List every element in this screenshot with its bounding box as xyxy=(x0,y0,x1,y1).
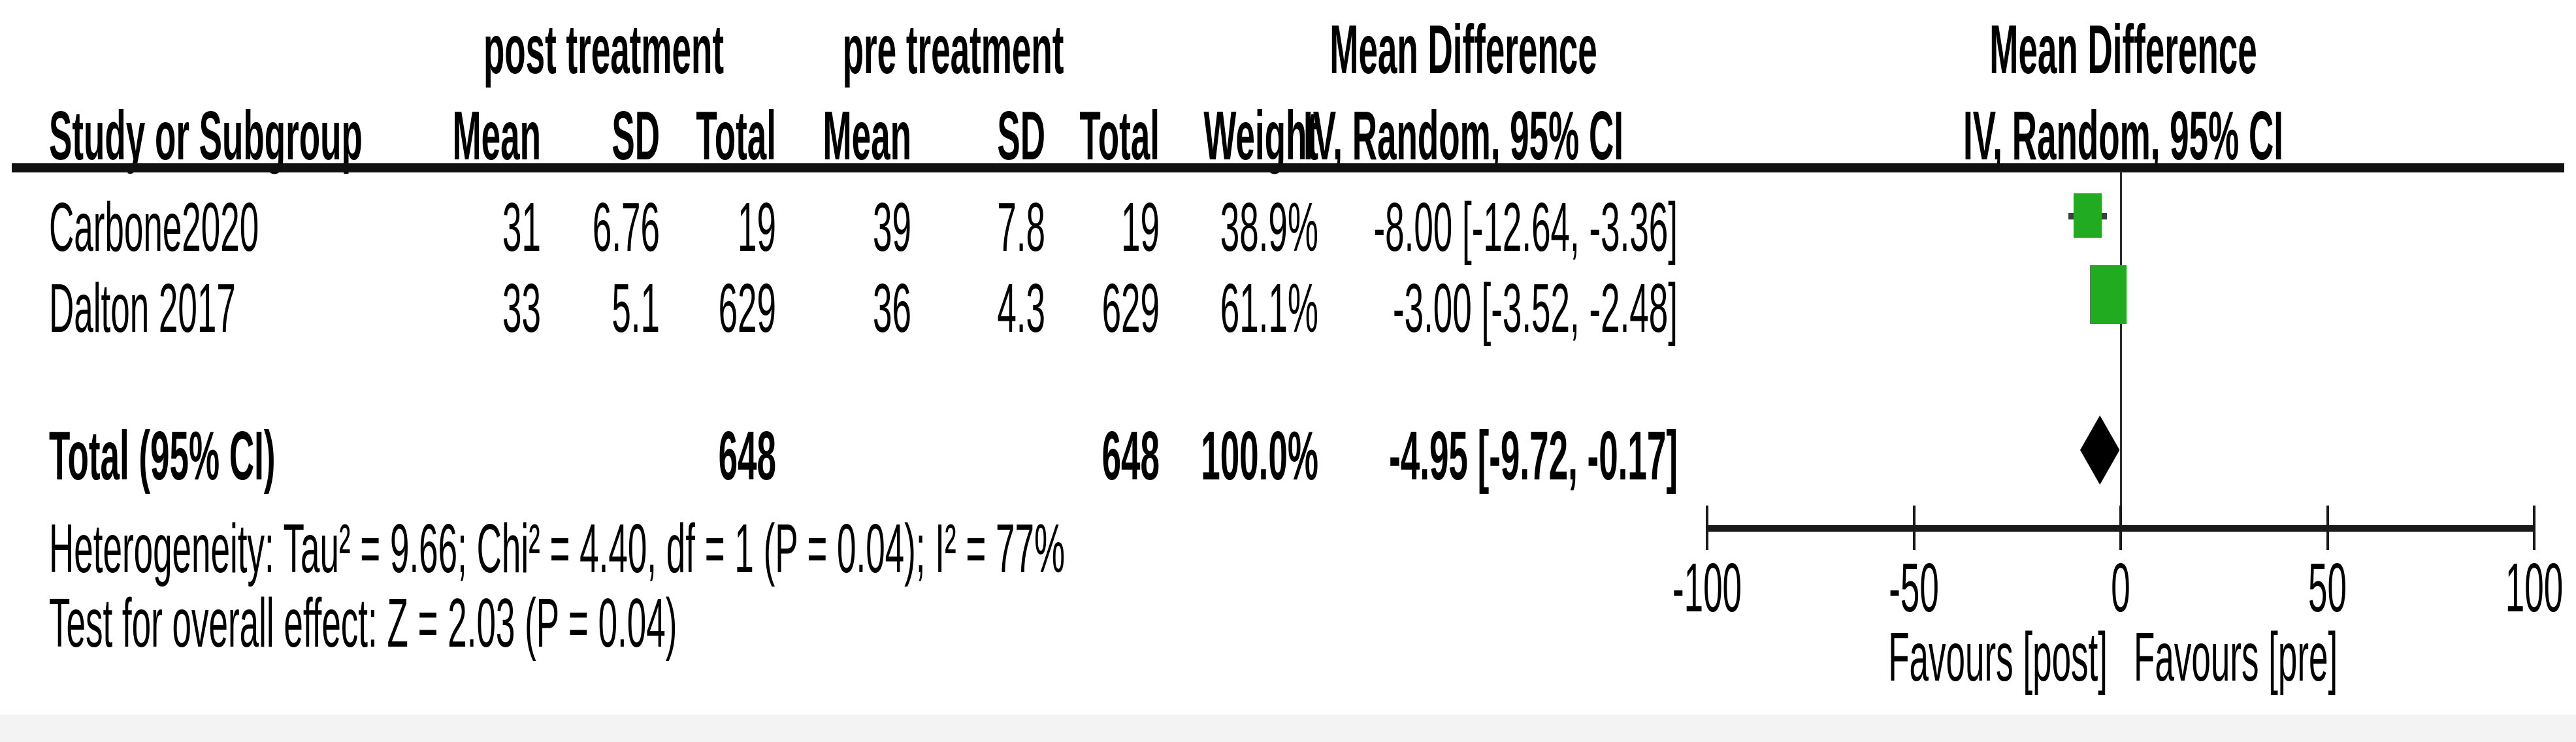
summary-diamond xyxy=(2080,415,2120,484)
column-header-post-total: Total xyxy=(696,98,776,175)
post-sd-value: 5.1 xyxy=(611,270,660,347)
favours-left-label: Favours [post] xyxy=(1888,619,2108,696)
axis-tick xyxy=(2119,506,2122,550)
column-header-weight: Weight xyxy=(1203,98,1318,175)
overall-effect-note: Test for overall effect: Z = 2.03 (P = 0… xyxy=(49,585,677,662)
header-divider-rule xyxy=(12,163,2564,172)
md-text-column-title: Mean Difference xyxy=(1329,12,1597,89)
weight-value: 61.1% xyxy=(1220,270,1318,347)
column-header-study: Study or Subgroup xyxy=(49,98,363,175)
favours-right-label: Favours [pre] xyxy=(2134,619,2338,696)
total-ci-text: -4.95 [-9.72, -0.17] xyxy=(1389,418,1678,495)
total-pre-n: 648 xyxy=(1101,418,1160,495)
ci-text-value: -8.00 [-12.64, -3.36] xyxy=(1373,189,1678,266)
column-header-pre-sd: SD xyxy=(997,98,1045,175)
pre-mean-value: 39 xyxy=(873,189,911,266)
axis-tick xyxy=(2533,506,2535,550)
md-text-column-subtitle: IV, Random, 95% CI xyxy=(1303,98,1623,175)
axis-tick xyxy=(2326,506,2329,550)
group-header-post-treatment: post treatment xyxy=(483,12,725,89)
post-total-value: 19 xyxy=(738,189,776,266)
axis-tick-label: -50 xyxy=(1889,550,1939,627)
weight-value: 38.9% xyxy=(1220,189,1318,266)
group-header-pre-treatment: pre treatment xyxy=(842,12,1064,89)
total-row-label: Total (95% CI) xyxy=(49,418,276,495)
post-total-value: 629 xyxy=(718,270,776,347)
pre-total-value: 629 xyxy=(1101,270,1160,347)
zero-reference-line xyxy=(2119,171,2122,550)
pre-sd-value: 4.3 xyxy=(997,270,1045,347)
md-plot-column-title: Mean Difference xyxy=(1989,12,2257,89)
effect-square xyxy=(2073,193,2102,238)
effect-square xyxy=(2089,265,2127,325)
column-header-pre-mean: Mean xyxy=(823,98,911,175)
post-mean-value: 33 xyxy=(502,270,541,347)
study-label: Carbone2020 xyxy=(49,189,259,266)
axis-tick-label: 0 xyxy=(2111,550,2130,627)
total-weight: 100.0% xyxy=(1201,418,1318,495)
ci-text-value: -3.00 [-3.52, -2.48] xyxy=(1392,270,1678,347)
column-header-pre-total: Total xyxy=(1079,98,1160,175)
post-sd-value: 6.76 xyxy=(592,189,660,266)
heterogeneity-note: Heterogeneity: Tau² = 9.66; Chi² = 4.40,… xyxy=(49,511,1066,588)
pre-mean-value: 36 xyxy=(873,270,911,347)
column-header-post-mean: Mean xyxy=(452,98,541,175)
md-plot-column-subtitle: IV, Random, 95% CI xyxy=(1963,98,2283,175)
bottom-strip xyxy=(0,715,2576,742)
post-mean-value: 31 xyxy=(502,189,541,266)
axis-tick-label: -100 xyxy=(1672,550,1742,627)
study-label: Dalton 2017 xyxy=(49,270,236,347)
axis-tick-label: 50 xyxy=(2308,550,2347,627)
total-post-n: 648 xyxy=(718,418,776,495)
pre-sd-value: 7.8 xyxy=(997,189,1045,266)
axis-tick-label: 100 xyxy=(2505,550,2564,627)
axis-tick xyxy=(1912,506,1916,550)
axis-tick xyxy=(1706,506,1708,550)
column-header-post-sd: SD xyxy=(611,98,660,175)
pre-total-value: 19 xyxy=(1121,189,1160,266)
